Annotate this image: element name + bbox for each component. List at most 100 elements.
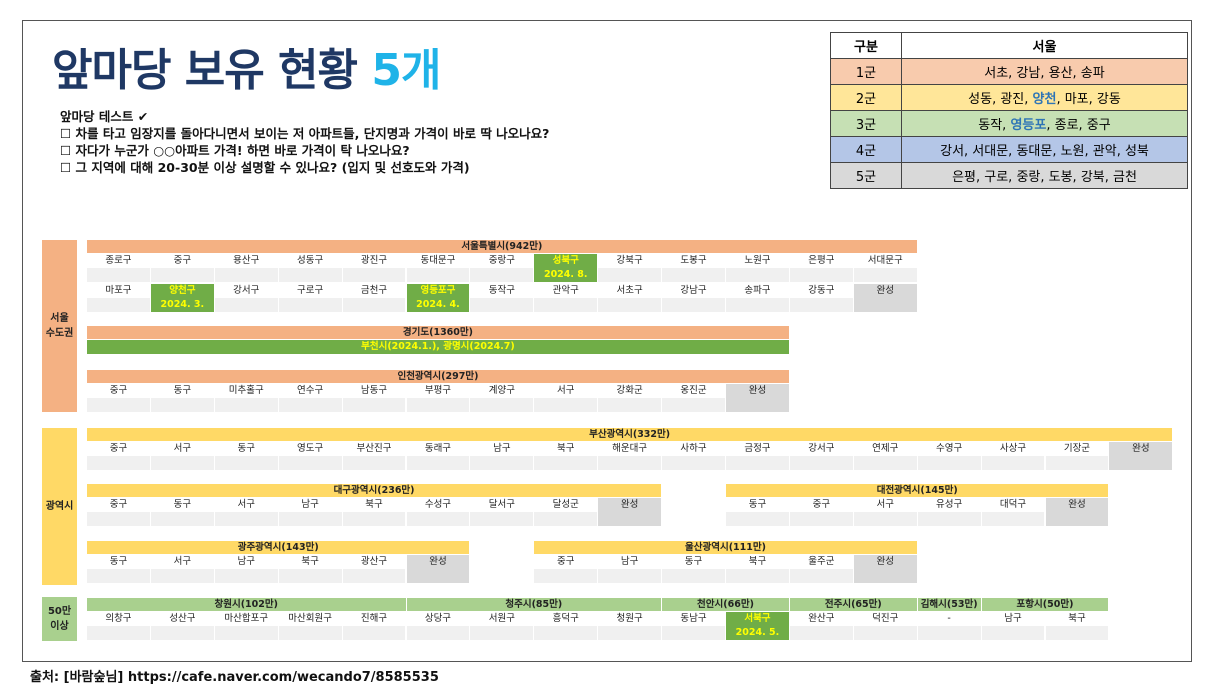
reference-row: 4군 강서, 서대문, 동대문, 노원, 관악, 성북 [830,136,1188,163]
district-status [534,569,599,583]
district-status [726,298,790,312]
district: 중구 [534,555,599,569]
district-status [598,456,663,470]
column-header: 서울 [901,32,1188,59]
district-status [87,626,151,640]
district: - [917,612,982,626]
reference-row: 1군 서초, 강남, 용산, 송파 [830,58,1188,85]
region-label-text: 광역시 [46,499,74,514]
district-status [598,398,663,412]
district: 완성 [853,555,918,569]
district: 북구 [342,498,407,512]
district-status [406,569,471,583]
group-areas: 강서, 서대문, 동대문, 노원, 관악, 성북 [901,136,1188,163]
district-status [87,398,151,412]
block-header: 포항시(50만) [981,598,1110,611]
district: 남동구 [342,384,407,398]
district-status [87,268,151,282]
district: 북구 [534,442,599,456]
district: 동구 [87,555,151,569]
group-areas: 동작, 영등포, 종로, 중구 [901,110,1188,137]
area-text: 동작, [978,118,1011,133]
district: 중구 [87,442,151,456]
district: 사하구 [662,442,726,456]
area-text: 강서, 서대문, 동대문, 노원, 관악, 성북 [940,144,1149,159]
district: 서구 [853,498,918,512]
area-text: 성동, 광진, [968,92,1033,107]
region-label-text: 50만 이상 [48,604,71,634]
district: 완성 [1045,498,1110,512]
district: 동대문구 [406,254,471,268]
area-highlight: 영등포 [1010,118,1047,133]
district-status [662,268,726,282]
region-label-text: 서울 수도권 [46,311,74,341]
district: 울주군 [789,555,854,569]
group-label: 2군 [830,84,902,111]
checklist-line: ☐ 자다가 누군가 ○○아파트 가격! 하면 바로 가격이 탁 나오나요? [60,143,410,158]
district: 강북구 [598,254,663,268]
checklist-line: 앞마당 테스트 ✔ [60,109,149,124]
district-status [406,456,471,470]
district-status [917,626,982,640]
checklist: 앞마당 테스트 ✔ ☐ 차를 타고 임장지를 돌아다니면서 보이는 저 아파트들,… [60,108,549,176]
district: 서구 [150,555,215,569]
district: 유성구 [917,498,982,512]
district-status [534,298,599,312]
district: 노원구 [726,254,790,268]
district-status: 2024. 5. [726,626,790,640]
district-status [214,512,279,526]
district-status [726,268,790,282]
district-status [278,456,343,470]
district: 계양구 [470,384,535,398]
district-status [598,298,663,312]
footer: 출처: [바람숲님] https://cafe.naver.com/wecand… [30,670,439,685]
district-status [342,626,407,640]
region-label-line: 서울 [50,313,69,324]
district-status [150,512,215,526]
district-status [534,512,599,526]
district: 덕진구 [853,612,918,626]
area-text: , 마포, 강동 [1056,92,1121,107]
district: 중랑구 [470,254,535,268]
column-header: 구분 [830,32,902,59]
block-header: 울산광역시(111만) [534,541,918,554]
district-status [470,398,535,412]
reference-body: 구분 서울 1군 서초, 강남, 용산, 송파 2군 성동, 광진, 양천, 마포, 강동… [830,32,1188,189]
district-status [342,398,407,412]
district: 북구 [1045,612,1110,626]
district: 영등포구 [406,284,471,298]
district-status [789,268,854,282]
group-label: 4군 [830,136,902,163]
district: 동작구 [470,284,535,298]
district-status [853,569,918,583]
district: 완성 [598,498,663,512]
district: 완성 [406,555,471,569]
district-status [87,569,151,583]
district: 부천시(2024.1.), 광명시(2024.7) [87,340,790,354]
district-status [150,569,215,583]
district-status [406,268,471,282]
district-status [342,268,407,282]
district: 부산진구 [342,442,407,456]
district: 중구 [789,498,854,512]
district-status [342,512,407,526]
district-status [789,512,854,526]
reference-row: 3군 동작, 영등포, 종로, 중구 [830,110,1188,137]
district-status [470,512,535,526]
district-status [406,512,471,526]
district: 의창구 [87,612,151,626]
district: 청원구 [598,612,663,626]
district-status [278,298,343,312]
district-status [853,626,918,640]
district: 완성 [1109,442,1174,456]
district: 서북구 [726,612,790,626]
district: 중구 [150,254,215,268]
district-status [278,398,343,412]
district-status [87,298,151,312]
district: 남구 [981,612,1046,626]
district: 동구 [726,498,790,512]
checklist-line: ☐ 차를 타고 임장지를 돌아다니면서 보이는 저 아파트들, 단지명과 가격이… [60,126,550,141]
district-status [853,456,918,470]
district-status [789,626,854,640]
